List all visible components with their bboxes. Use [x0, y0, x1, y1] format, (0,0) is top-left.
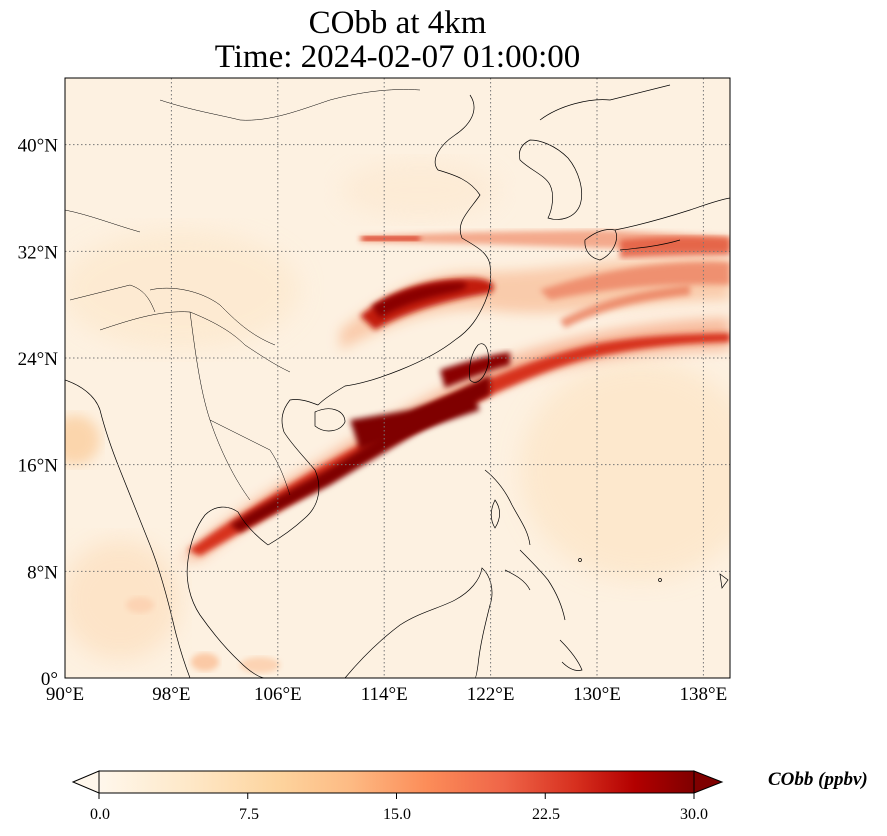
colorbar	[71, 770, 724, 799]
colorbar-scale	[98, 770, 695, 794]
latitude-tick-label: 32°N	[18, 242, 59, 263]
longitude-tick-label: 90°E	[46, 684, 84, 705]
map-frame	[64, 77, 731, 679]
map-timestamp: Time: 2024-02-07 01:00:00	[214, 39, 581, 75]
longitude-tick-label: 114°E	[361, 684, 408, 705]
longitude-tick-label: 130°E	[573, 684, 621, 705]
latitude-tick-label: 0°	[41, 669, 58, 690]
longitude-tick-label: 98°E	[152, 684, 190, 705]
longitude-tick-label: 138°E	[680, 684, 728, 705]
colorbar-tick-label: 15.0	[383, 806, 411, 823]
latitude-tick-label: 16°N	[18, 456, 59, 477]
colorbar-tick-label: 22.5	[532, 806, 560, 823]
longitude-tick-label: 122°E	[467, 684, 515, 705]
colorbar-extend-low	[71, 770, 100, 794]
latitude-tick-label: 8°N	[27, 562, 58, 583]
latitude-tick-label: 24°N	[18, 349, 59, 370]
colorbar-tick-label: 7.5	[239, 806, 259, 823]
colorbar-extend-high	[693, 770, 724, 794]
longitude-labels: 90°E 98°E 106°E 114°E 122°E 130°E 138°E	[46, 684, 727, 705]
map-title: CObb at 4km	[308, 5, 487, 41]
colorbar-label: CObb (ppbv)	[768, 769, 868, 790]
coastlines	[65, 84, 730, 678]
latitude-labels: 0° 8°N 16°N 24°N 32°N 40°N	[18, 136, 59, 690]
longitude-tick-label: 106°E	[254, 684, 302, 705]
concentration-plumes	[65, 160, 730, 673]
colorbar-tick-label: 0.0	[90, 806, 110, 823]
latitude-tick-label: 40°N	[18, 136, 59, 157]
colorbar-tick-label: 30.0	[680, 806, 708, 823]
